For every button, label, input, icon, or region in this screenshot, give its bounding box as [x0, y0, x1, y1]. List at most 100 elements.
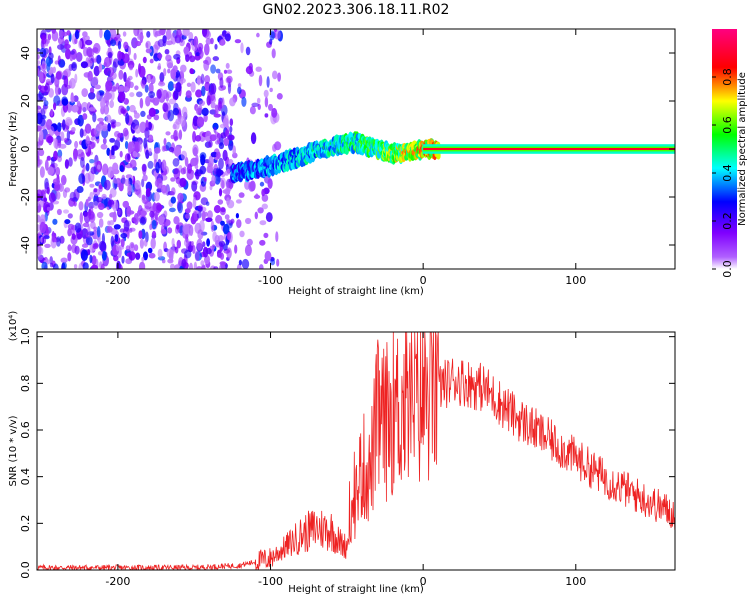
spectrogram-noise-cell [136, 91, 143, 98]
spectrogram-noise-cell [189, 68, 194, 75]
spectrogram-noise-cell [148, 91, 156, 99]
spectrogram-noise-cell [185, 54, 190, 62]
spectrogram-noise-cell [214, 104, 219, 116]
spectrogram-noise-cell [163, 102, 171, 111]
spectrogram-noise-cell [217, 100, 222, 112]
spectrogram-noise-cell [156, 204, 163, 211]
spectrogram-noise-cell [70, 50, 75, 55]
spectrogram-noise-cell [122, 31, 127, 37]
spectrogram-noise-cell [153, 114, 160, 121]
spectrogram-noise-cell [71, 61, 78, 72]
spectrogram-noise-cell [52, 178, 61, 185]
spectrogram-noise-cell [160, 228, 167, 235]
spectrogram-noise-cell [245, 217, 252, 225]
spectrogram-noise-cell [93, 65, 100, 77]
spectrogram-noise-cell [49, 262, 54, 268]
colorbar-tick-label: 0.6 [721, 116, 734, 134]
spectrogram-noise-cell [145, 40, 151, 49]
spectrogram-noise-cell [153, 151, 158, 162]
spectrogram-noise-cell [80, 249, 88, 261]
spectrogram-noise-cell [126, 77, 131, 89]
spectrogram-noise-cell [178, 129, 183, 140]
spectrogram-noise-cell [60, 131, 65, 141]
spectrogram-noise-cell [139, 210, 147, 217]
spectrogram-noise-cell [237, 83, 242, 88]
spectrogram-noise-cell [193, 211, 198, 221]
spectrogram-noise-cell [62, 119, 66, 131]
spectrogram-noise-cell [48, 52, 54, 60]
spectrogram-noise-cell [220, 220, 225, 226]
spectrogram-noise-cell [265, 212, 273, 223]
spectrogram-noise-cell [115, 243, 120, 252]
spectrogram-noise-cell [69, 54, 74, 62]
spectrogram-noise-cell [131, 217, 136, 222]
spectrogram-noise-cell [80, 61, 88, 69]
spectrogram-noise-cell [54, 60, 59, 65]
spectrogram-noise-cell [207, 162, 214, 173]
spectrogram-noise-cell [78, 173, 86, 185]
spectrogram-noise-cell [154, 147, 161, 154]
snr-y-multiplier: (x10⁴) [8, 311, 19, 342]
spectrogram-noise-cell [149, 210, 155, 218]
spectrogram-noise-cell [149, 223, 153, 231]
spectrogram-noise-cell [172, 107, 179, 116]
spectrogram-noise-cell [184, 249, 192, 259]
spectrogram-noise-cell [165, 92, 170, 102]
spectrogram-noise-cell [100, 98, 106, 110]
spectrogram-noise-cell [200, 73, 205, 85]
spectrogram-noise-cell [52, 263, 59, 269]
spectrogram-noise-cell [67, 223, 75, 230]
y-tick-label: 0.6 [19, 421, 32, 439]
spectrogram-noise-cell [139, 217, 147, 226]
spectrogram-noise-cell [129, 104, 136, 113]
spectrogram-noise-cell [39, 96, 47, 102]
spectrogram-noise-cell [71, 104, 79, 113]
spectrogram-noise-cell [230, 218, 235, 224]
spectrogram-noise-cell [226, 69, 233, 74]
spectrogram-noise-cell [109, 212, 116, 218]
spectrogram-noise-cell [165, 54, 172, 62]
spectrogram-noise-cell [234, 244, 238, 254]
spectrogram-noise-cell [37, 125, 42, 132]
spectrogram-noise-cell [269, 38, 273, 45]
spectrogram-noise-cell [194, 250, 200, 262]
spectrogram-noise-cell [166, 248, 174, 258]
spectrogram-noise-cell [65, 116, 73, 126]
spectrogram-noise-cell [212, 56, 219, 62]
spectrogram-noise-cell [101, 193, 107, 200]
spectrogram-noise-cell [117, 132, 124, 138]
spectrogram-noise-cell [87, 210, 95, 220]
spectrogram-noise-cell [179, 77, 186, 84]
spectrogram-noise-cell [241, 96, 247, 107]
x-tick-label: 0 [420, 274, 427, 287]
spectrogram-noise-cell [134, 85, 139, 91]
spectrogram-noise-cell [158, 81, 166, 87]
spectrogram-noise-cell [170, 177, 176, 182]
y-tick-label: 0.4 [19, 468, 32, 486]
spectrogram-noise-cell [223, 30, 227, 35]
spectrogram-noise-cell [96, 123, 103, 132]
spectrogram-noise-cell [62, 176, 67, 184]
spectrogram-noise-cell [223, 138, 230, 146]
spectrogram-noise-cell [107, 220, 111, 226]
spectrogram-noise-cell [250, 132, 257, 145]
spectrogram-noise-cell [63, 209, 69, 214]
spectrogram-noise-cell [138, 63, 142, 75]
y-tick-label: 0.2 [19, 515, 32, 533]
spectrogram-noise-cell [224, 188, 231, 196]
spectrogram-noise-cell [43, 197, 48, 202]
spectrogram-noise-cell [216, 252, 223, 258]
spectrogram-noise-cell [179, 177, 187, 188]
spectrogram-noise-cell [170, 263, 175, 269]
spectrogram-noise-cell [246, 238, 253, 246]
x-tick-label: -100 [258, 575, 283, 588]
spectrogram-noise-cell [127, 153, 131, 161]
spectrogram-noise-cell [90, 77, 98, 87]
spectrogram-noise-cell [46, 155, 51, 161]
spectrogram-noise-cell [44, 82, 50, 94]
spectrogram-noise-cell [206, 238, 211, 247]
spectrogram-noise-cell [128, 251, 136, 261]
spectrogram-noise-cell [147, 160, 154, 169]
spectrogram-noise-cell [114, 234, 119, 242]
